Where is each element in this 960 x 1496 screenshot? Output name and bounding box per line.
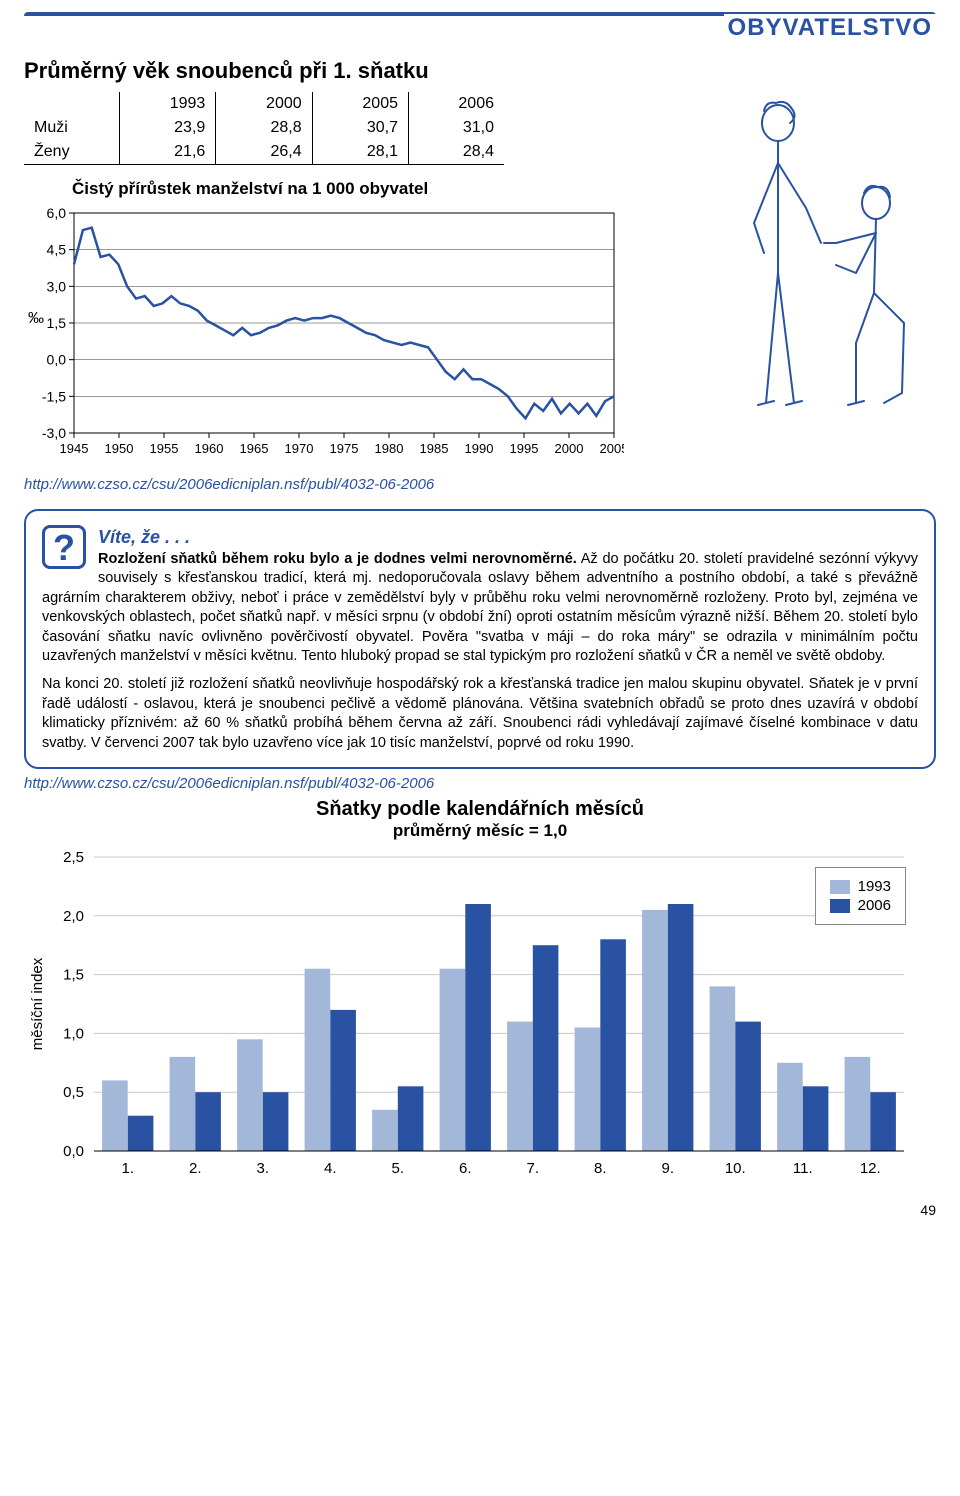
- cell: 28,8: [216, 116, 312, 140]
- svg-text:2,5: 2,5: [63, 849, 84, 866]
- svg-text:-3,0: -3,0: [42, 425, 66, 441]
- info-body1: Až do počátku 20. století pravidelné sez…: [42, 551, 918, 665]
- svg-text:2,0: 2,0: [63, 908, 84, 925]
- cell: 28,4: [408, 140, 504, 165]
- source-url: http://www.czso.cz/csu/2006edicniplan.ns…: [24, 476, 672, 493]
- svg-text:1,5: 1,5: [63, 967, 84, 984]
- svg-text:1985: 1985: [420, 441, 449, 456]
- question-mark-icon: ?: [42, 525, 86, 569]
- svg-text:1.: 1.: [121, 1160, 134, 1177]
- svg-text:6.: 6.: [459, 1160, 472, 1177]
- svg-text:1990: 1990: [465, 441, 494, 456]
- legend-label: 1993: [858, 878, 891, 895]
- legend: 1993 2006: [815, 867, 906, 925]
- chart2-title: Sňatky podle kalendářních měsíců: [24, 798, 936, 821]
- info-body2: Na konci 20. století již rozložení sňatk…: [42, 675, 918, 753]
- table1-title: Průměrný věk snoubenců při 1. sňatku: [24, 58, 672, 84]
- info-lead: Rozložení sňatků během roku bylo a je do…: [98, 551, 577, 567]
- svg-text:1995: 1995: [510, 441, 539, 456]
- header-bar: OBYVATELSTVO: [24, 12, 936, 16]
- svg-text:měsíční index: měsíční index: [29, 957, 46, 1050]
- svg-text:3,0: 3,0: [47, 278, 67, 294]
- cell: 31,0: [408, 116, 504, 140]
- svg-text:1975: 1975: [330, 441, 359, 456]
- svg-text:9.: 9.: [661, 1160, 674, 1177]
- svg-text:3.: 3.: [256, 1160, 269, 1177]
- svg-text:11.: 11.: [793, 1160, 813, 1177]
- cell: 26,4: [216, 140, 312, 165]
- svg-text:8.: 8.: [594, 1160, 607, 1177]
- svg-text:2005: 2005: [600, 441, 624, 456]
- svg-text:7.: 7.: [526, 1160, 539, 1177]
- svg-text:2.: 2.: [189, 1160, 202, 1177]
- svg-text:1955: 1955: [150, 441, 179, 456]
- svg-text:5.: 5.: [391, 1160, 404, 1177]
- decorative-illustration: [696, 22, 936, 493]
- th-year: 2000: [216, 92, 312, 116]
- svg-text:4.: 4.: [324, 1160, 337, 1177]
- svg-text:12.: 12.: [860, 1160, 881, 1177]
- info-title: Víte, že . . .: [98, 527, 190, 547]
- source-url-2: http://www.czso.cz/csu/2006edicniplan.ns…: [24, 775, 936, 792]
- svg-text:10.: 10.: [725, 1160, 746, 1177]
- th-year: 1993: [119, 92, 215, 116]
- svg-text:6,0: 6,0: [47, 205, 67, 221]
- header-title: OBYVATELSTVO: [724, 14, 936, 42]
- info-box: ? Víte, že . . . Rozložení sňatků během …: [24, 509, 936, 769]
- row-label: Muži: [24, 116, 119, 140]
- th-year: 2006: [408, 92, 504, 116]
- svg-text:1960: 1960: [195, 441, 224, 456]
- cell: 23,9: [119, 116, 215, 140]
- row-label: Ženy: [24, 140, 119, 165]
- table-avg-age: 1993 2000 2005 2006 Muži 23,9 28,8 30,7 …: [24, 92, 504, 165]
- legend-swatch-2006: [830, 899, 850, 913]
- page-number: 49: [24, 1202, 936, 1218]
- svg-text:1,5: 1,5: [47, 315, 67, 331]
- cell: 28,1: [312, 140, 408, 165]
- line-chart: 6,0 4,5 3,0 1,5 0,0 -1,5 -3,01945 1950 1955 1960 1…: [24, 205, 672, 470]
- cell: 30,7: [312, 116, 408, 140]
- svg-text:-1,5: -1,5: [42, 388, 66, 404]
- svg-text:4,5: 4,5: [47, 242, 67, 258]
- chart1-title: Čistý přírůstek manželství na 1 000 obyv…: [72, 179, 672, 199]
- svg-text:1970: 1970: [285, 441, 314, 456]
- cell: 21,6: [119, 140, 215, 165]
- svg-text:0,0: 0,0: [63, 1143, 84, 1160]
- legend-label: 2006: [858, 897, 891, 914]
- svg-text:1980: 1980: [375, 441, 404, 456]
- svg-text:1,0: 1,0: [63, 1026, 84, 1043]
- legend-swatch-1993: [830, 880, 850, 894]
- svg-text:1965: 1965: [240, 441, 269, 456]
- svg-text:0,0: 0,0: [47, 352, 67, 368]
- chart2-subtitle: průměrný měsíc = 1,0: [24, 821, 936, 841]
- svg-text:0,5: 0,5: [63, 1084, 84, 1101]
- svg-text:2000: 2000: [555, 441, 584, 456]
- svg-text:1950: 1950: [105, 441, 134, 456]
- bar-chart: 2,5 2,0 1,5 1,0 0,5 0,0 1. 2. 3. 4. 5. 6. 7. 8. 9. 10. 1…: [24, 847, 936, 1192]
- svg-text:1945: 1945: [60, 441, 89, 456]
- th-year: 2005: [312, 92, 408, 116]
- svg-text:‰: ‰: [28, 310, 44, 327]
